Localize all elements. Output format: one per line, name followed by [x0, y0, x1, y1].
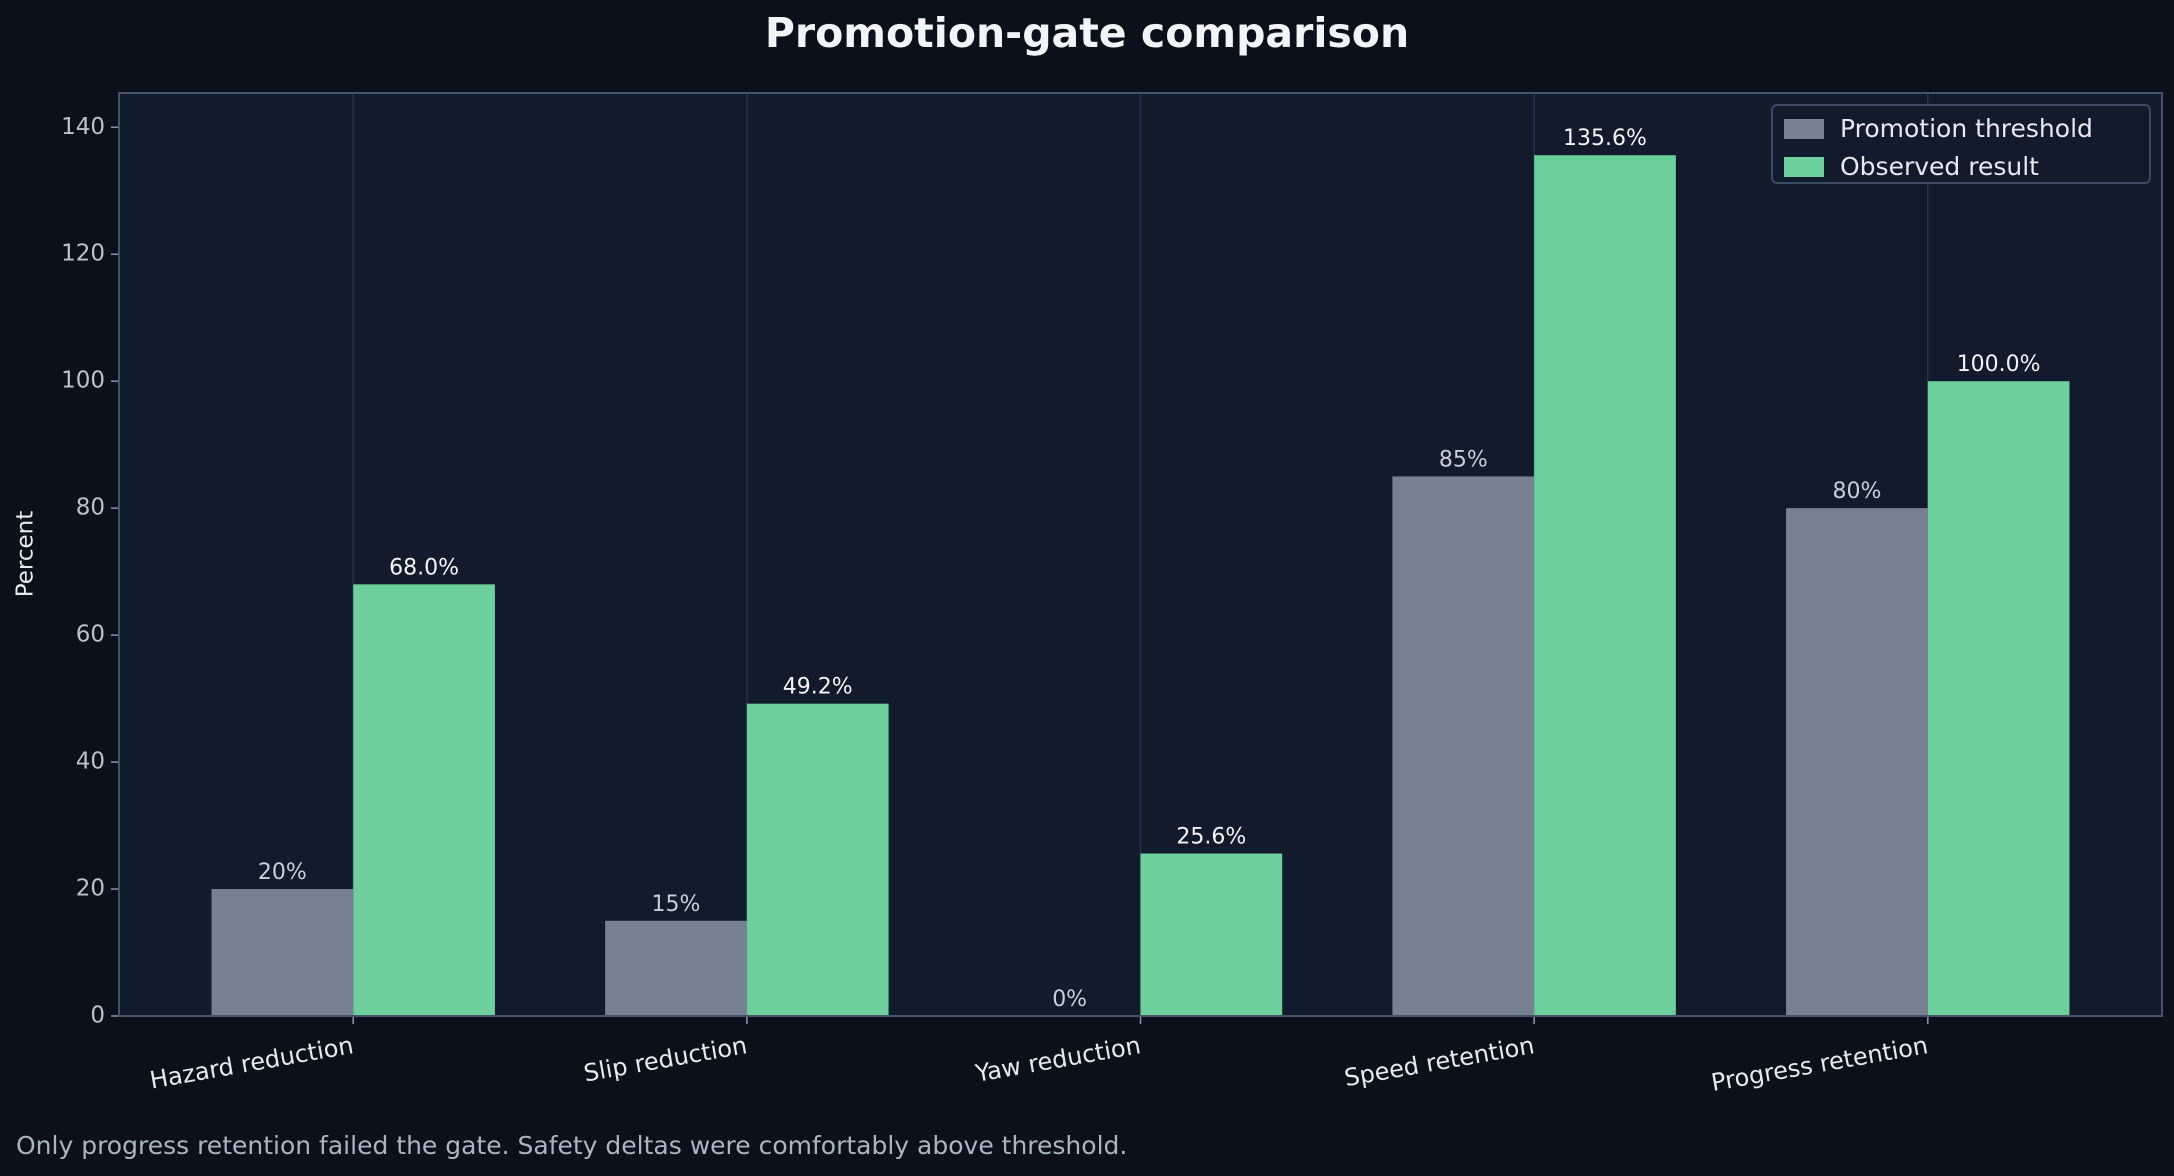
legend-box [1771, 104, 2151, 184]
legend-swatch [1784, 157, 1824, 177]
value-label: 20% [258, 860, 307, 885]
y-tick-label: 20 [76, 876, 105, 902]
y-tick-label: 140 [61, 114, 105, 140]
bar [1392, 476, 1535, 1016]
value-label: 15% [652, 892, 701, 917]
legend-swatch [1784, 119, 1824, 139]
bar [1927, 381, 2070, 1016]
legend-label: Observed result [1840, 152, 2039, 181]
bar [1140, 853, 1283, 1016]
y-tick-label: 0 [90, 1003, 105, 1029]
y-tick-label: 40 [76, 749, 105, 775]
value-label: 68.0% [389, 555, 459, 580]
y-tick-label: 60 [76, 622, 105, 648]
bar [1786, 508, 1928, 1016]
bar [746, 703, 889, 1016]
y-tick-label: 80 [76, 495, 105, 521]
value-label: 80% [1832, 479, 1881, 504]
axes-frame [118, 92, 2163, 1017]
value-label: 135.6% [1563, 126, 1647, 151]
value-label: 49.2% [783, 675, 853, 700]
footnote: Only progress retention failed the gate.… [16, 1131, 1127, 1160]
value-label: 25.6% [1176, 824, 1246, 849]
bar [1534, 155, 1676, 1016]
legend-label: Promotion threshold [1840, 114, 2093, 143]
y-tick-label: 120 [61, 241, 105, 267]
y-axis-label: Percent [13, 511, 39, 598]
bar [605, 920, 747, 1016]
y-tick-label: 100 [61, 368, 105, 394]
bar [353, 584, 495, 1016]
value-label: 100.0% [1957, 352, 2041, 377]
bar [211, 889, 354, 1016]
value-label: 85% [1439, 447, 1488, 472]
chart-title: Promotion-gate comparison [765, 9, 1409, 57]
value-label: 0% [1052, 987, 1087, 1012]
